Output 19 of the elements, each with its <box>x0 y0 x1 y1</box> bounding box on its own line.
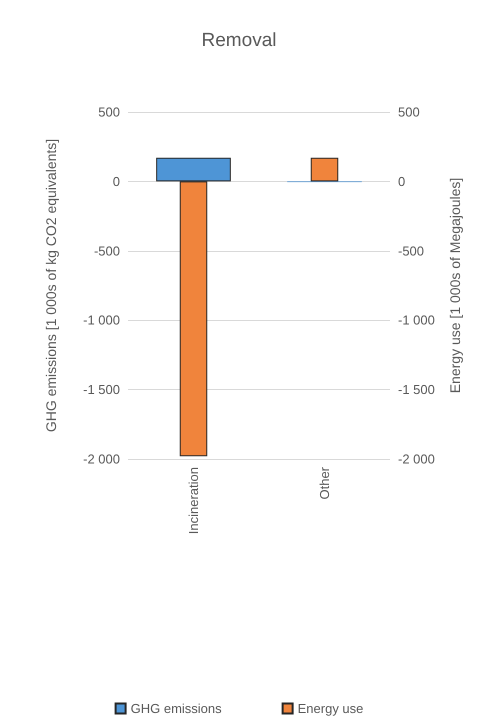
y-tick-label: 0 <box>112 174 120 189</box>
y-tick-label: -1 000 <box>83 312 120 328</box>
y-tick-label: -500 <box>94 243 120 258</box>
y-tick-label: -2 000 <box>83 452 120 466</box>
x-tick-label: Incineration <box>186 467 201 534</box>
y2-tick-label: -2 000 <box>398 452 435 466</box>
y2-axis-title: Energy use [1 000s of Megajoules] <box>447 178 463 394</box>
legend-label: Energy use <box>298 701 364 716</box>
y-axis-title: GHG emissions [1 000s of kg CO2 equivalents] <box>43 138 59 432</box>
chart-title: Removal <box>202 30 276 51</box>
y2-tick-label: 0 <box>398 174 406 189</box>
y2-tick-label: -1 500 <box>398 382 435 398</box>
x-tick-label: Other <box>317 466 332 500</box>
y2-tick-label: -500 <box>398 243 424 258</box>
y-tick-label: 500 <box>98 104 120 120</box>
y-tick-label: -1 500 <box>83 382 120 398</box>
y2-tick-label: -1 000 <box>398 312 435 328</box>
y2-tick-label: 500 <box>398 104 420 120</box>
legend-label: GHG emissions <box>130 701 222 716</box>
